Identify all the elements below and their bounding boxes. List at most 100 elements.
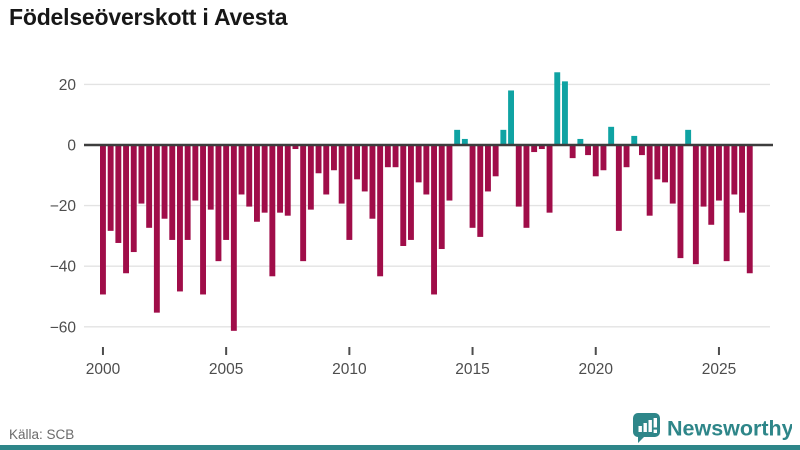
bar-negative: [485, 146, 491, 192]
bar-negative: [315, 146, 322, 174]
page-title: Födelseöverskott i Avesta: [9, 4, 288, 30]
logo-bar-small: [638, 426, 642, 432]
bar-negative: [708, 146, 715, 225]
bar-negative: [346, 146, 353, 240]
x-tick-label: 2020: [579, 361, 614, 378]
bar-negative: [107, 146, 114, 231]
bar-negative: [238, 146, 245, 195]
bar-negative: [331, 146, 337, 171]
bar-negative: [592, 146, 599, 177]
x-tick-label: 2025: [702, 361, 736, 378]
logo-exclamation-stem: [653, 418, 657, 428]
bar-negative: [200, 146, 206, 295]
bar-negative: [600, 146, 607, 171]
bar-negative: [523, 146, 530, 228]
y-tick-label: −60: [50, 319, 77, 336]
bar-negative: [369, 146, 376, 219]
bar-negative: [515, 146, 522, 207]
bar-negative: [438, 146, 445, 250]
bar-negative: [177, 146, 183, 292]
y-tick-label: 20: [59, 77, 77, 94]
newsworthy-logo: Newsworthy: [632, 411, 794, 445]
bar-negative: [338, 146, 345, 204]
newsworthy-logo-icon: Newsworthy: [633, 413, 794, 443]
bar-negative: [377, 146, 384, 277]
x-tick-label: 2015: [455, 361, 489, 378]
bar-negative: [246, 146, 253, 207]
bar-negative: [323, 146, 330, 195]
bar-negative: [615, 146, 622, 231]
bar-negative: [469, 146, 476, 228]
bar-negative: [746, 146, 753, 274]
bar-negative: [446, 146, 453, 201]
bar-negative: [184, 146, 191, 240]
bar-negative: [292, 146, 299, 150]
bar-negative: [223, 146, 230, 240]
logo-exclamation-dot: [653, 429, 657, 433]
source-label: Källa: SCB: [9, 427, 75, 442]
bar-negative: [230, 146, 237, 331]
bar-negative: [261, 146, 268, 213]
bar-negative: [354, 146, 360, 180]
bar-negative: [477, 146, 484, 237]
bar-negative: [546, 146, 553, 213]
bar-negative: [207, 146, 214, 210]
bar-negative: [169, 146, 176, 240]
bar-negative: [692, 146, 699, 265]
bar-negative: [662, 146, 668, 183]
newsworthy-logo-text: Newsworthy: [667, 417, 792, 441]
x-tick-label: 2000: [86, 361, 121, 378]
bar-negative: [192, 146, 199, 201]
bar-negative: [100, 146, 106, 295]
bar-negative: [215, 146, 222, 262]
bar-positive: [631, 135, 638, 145]
bar-negative: [531, 146, 538, 153]
bar-negative: [284, 146, 291, 216]
bar-negative: [639, 146, 645, 156]
bar-negative: [300, 146, 307, 262]
bar-negative: [361, 146, 368, 192]
bar-negative: [161, 146, 168, 219]
logo-bubble-tail: [638, 434, 647, 443]
bar-negative: [392, 146, 399, 168]
bar-positive: [608, 126, 615, 145]
bar-negative: [716, 146, 722, 201]
bar-negative: [569, 146, 576, 159]
bar-negative: [423, 146, 430, 195]
bar-positive: [577, 138, 584, 145]
bar-negative: [130, 146, 137, 253]
bar-negative: [677, 146, 684, 259]
bar-negative: [307, 146, 314, 210]
bar-negative: [408, 146, 414, 240]
bar-negative: [115, 146, 122, 243]
bar-negative: [700, 146, 707, 207]
bar-negative: [123, 146, 129, 274]
y-tick-label: −40: [50, 259, 77, 276]
bar-negative: [269, 146, 276, 277]
bar-negative: [623, 146, 630, 168]
bar-negative: [731, 146, 738, 195]
bar-chart: 20 0 −20 −40 −60 2000 2005 2010 2015 2020 2025: [50, 72, 773, 378]
bar-negative: [153, 146, 160, 313]
bar-positive: [500, 129, 507, 145]
bar-chart-canvas: 20 0 −20 −40 −60 2000 2005 2010 2015 2020 2025: [50, 72, 773, 378]
bar-negative: [400, 146, 407, 246]
bar-negative: [538, 146, 545, 150]
bar-positive: [554, 72, 561, 145]
y-tick-label: −20: [50, 198, 77, 215]
bar-negative: [669, 146, 676, 204]
bar-negative: [138, 146, 145, 204]
bar-negative: [739, 146, 745, 213]
logo-bar-medium: [643, 423, 647, 432]
bar-negative: [654, 146, 661, 180]
y-tick-label: 0: [67, 138, 76, 155]
bar-negative: [723, 146, 730, 262]
brand-bottom-strip: [0, 445, 800, 450]
bar-positive: [454, 129, 461, 145]
bar-negative: [431, 146, 437, 295]
bar-positive: [685, 129, 692, 145]
bar-negative: [146, 146, 153, 228]
logo-bar-tall: [648, 420, 652, 432]
bar-positive: [508, 90, 514, 145]
x-tick-label: 2010: [332, 361, 367, 378]
